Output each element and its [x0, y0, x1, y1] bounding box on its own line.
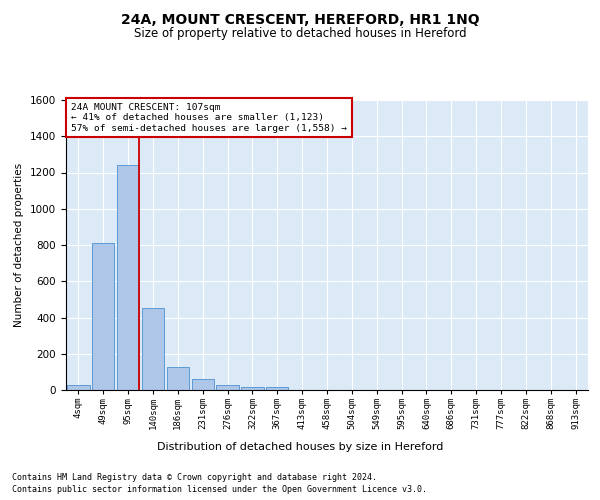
Bar — [117, 165, 139, 390]
Bar — [266, 388, 289, 390]
Text: Contains public sector information licensed under the Open Government Licence v3: Contains public sector information licen… — [12, 485, 427, 494]
Bar — [67, 386, 89, 390]
Bar — [241, 386, 263, 390]
Text: Distribution of detached houses by size in Hereford: Distribution of detached houses by size … — [157, 442, 443, 452]
Bar — [167, 368, 189, 390]
Bar — [217, 385, 239, 390]
Y-axis label: Number of detached properties: Number of detached properties — [14, 163, 25, 327]
Bar — [92, 243, 115, 390]
Text: Contains HM Land Registry data © Crown copyright and database right 2024.: Contains HM Land Registry data © Crown c… — [12, 472, 377, 482]
Text: 24A, MOUNT CRESCENT, HEREFORD, HR1 1NQ: 24A, MOUNT CRESCENT, HEREFORD, HR1 1NQ — [121, 12, 479, 26]
Bar — [191, 379, 214, 390]
Text: Size of property relative to detached houses in Hereford: Size of property relative to detached ho… — [134, 28, 466, 40]
Text: 24A MOUNT CRESCENT: 107sqm
← 41% of detached houses are smaller (1,123)
57% of s: 24A MOUNT CRESCENT: 107sqm ← 41% of deta… — [71, 103, 347, 132]
Bar — [142, 308, 164, 390]
